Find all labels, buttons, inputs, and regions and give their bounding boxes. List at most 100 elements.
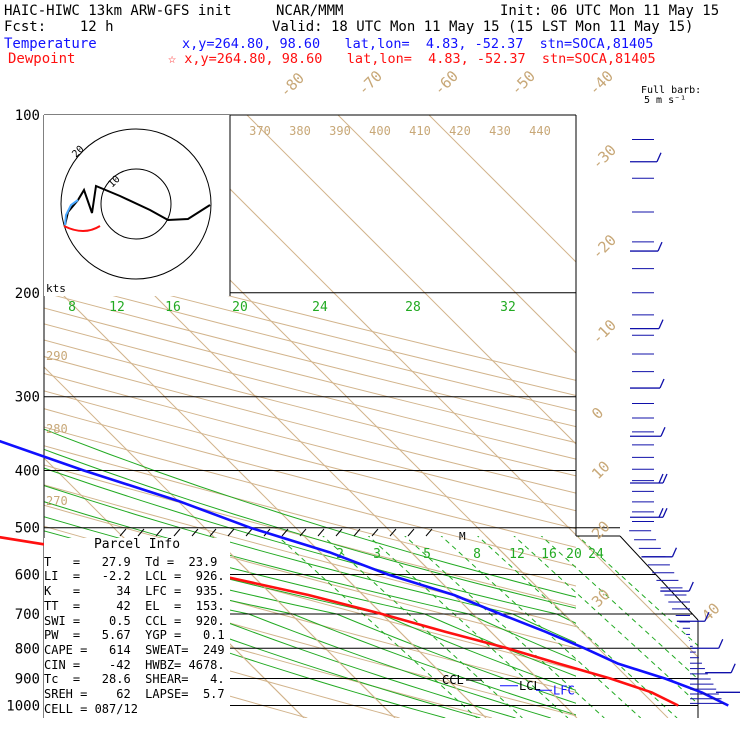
- parcel-info-row: PW = 5.67 YGP = 0.1: [44, 628, 225, 643]
- potential-temperature-label: 420: [449, 124, 471, 138]
- isotherm-line: [568, 536, 698, 718]
- wind-barb-flag: [718, 638, 724, 649]
- dry-adiabat-line: [44, 464, 576, 607]
- wind-barb-flag: [656, 152, 662, 163]
- isotherm-label: 20: [588, 517, 614, 543]
- lfc-label: LFC: [553, 683, 575, 697]
- isotherm-line: [386, 536, 578, 718]
- temperature-legend: Temperature: [4, 36, 97, 52]
- mixing-ratio-line: [431, 536, 642, 718]
- temperature-profile: [0, 439, 729, 707]
- mixing-ratio-label: 12: [509, 547, 525, 562]
- wind-barb-flag: [662, 508, 668, 518]
- potential-temperature-label: 430: [489, 124, 511, 138]
- wind-barb-flag: [658, 319, 664, 329]
- lcl-label: LCL: [519, 679, 541, 693]
- pressure-tick-label: 400: [15, 464, 40, 480]
- isotherm-line: [246, 115, 576, 445]
- dry-adiabat-line: [44, 292, 576, 428]
- mixing-ratio-line: [504, 536, 698, 718]
- moist-adiabat-line: [44, 467, 576, 624]
- mixing-ratio-label: 2: [336, 547, 344, 562]
- moist-adiabat-line: [44, 516, 576, 677]
- dewpoint-location: ☆ x,y=264.80, 98.60 lat,lon= 4.83, -52.3…: [168, 51, 656, 67]
- hodograph-trace-surface: [63, 225, 101, 232]
- parcel-info-row: CAPE = 614 SWEAT= 249: [44, 642, 225, 657]
- pressure-tick-label: 100: [15, 108, 40, 124]
- mixing-ratio-line: [568, 536, 698, 718]
- dry-adiabat-line: [44, 247, 576, 381]
- wind-barb-flag: [704, 611, 710, 622]
- parcel-info-row: SREH = 62 LAPSE= 5.7: [44, 687, 225, 702]
- hatch-mark: [227, 528, 235, 537]
- parcel-info-row: CELL = 087/12: [44, 701, 138, 716]
- pressure-tick-label: 700: [15, 607, 40, 623]
- ccl-label: CCL: [442, 673, 464, 687]
- temperature-location: x,y=264.80, 98.60 lat,lon= 4.83, -52.37 …: [182, 36, 654, 52]
- potential-temperature-label: 400: [369, 124, 391, 138]
- hatch-mark: [317, 528, 325, 537]
- barb-legend-line1: Full barb:: [641, 85, 702, 96]
- hodograph-background: [44, 115, 230, 296]
- moist-adiabat-line: [44, 501, 576, 661]
- pressure-tick-label: 300: [15, 390, 40, 406]
- dry-adiabat-line: [44, 307, 576, 444]
- dry-adiabat-line: [44, 323, 576, 460]
- source-label: NCAR/MMM: [276, 3, 344, 19]
- wind-barb-flag: [660, 427, 666, 437]
- hodograph-trace-low: [64, 199, 79, 226]
- wind-barb-flag: [657, 241, 663, 252]
- isotherm-label: -50: [507, 67, 539, 99]
- moist-adiabat-label: 8: [68, 300, 76, 315]
- skewed-boundary: [619, 535, 699, 621]
- potential-temperature-label: 410: [409, 124, 431, 138]
- melting-level-label: M: [459, 530, 466, 543]
- parcel-info-row: T = 27.9 Td = 23.9: [44, 554, 218, 569]
- forecast-hour: Fcst: 12 h: [4, 19, 114, 35]
- pressure-tick-label: 200: [15, 286, 40, 302]
- hatch-mark: [371, 528, 379, 537]
- dry-adiabat-line: [44, 276, 576, 412]
- moist-adiabat-label: 32: [500, 300, 516, 315]
- dry-adiabat-label: 290: [46, 349, 68, 363]
- isotherm-label: 10: [588, 457, 614, 483]
- parcel-info-row: Tc = 28.6 SHEAR= 4.: [44, 672, 225, 687]
- init-time: Init: 06 UTC Mon 11 May 15: [500, 3, 720, 19]
- parcel-info-title: Parcel Info: [93, 537, 181, 552]
- dry-adiabat-line: [44, 262, 576, 396]
- parcel-info-panel: Parcel Info T = 27.9 Td = 23.9 LI = -2.2 …: [44, 537, 230, 728]
- isotherm-label: 0: [588, 404, 607, 423]
- potential-temperature-label: 390: [329, 124, 351, 138]
- dry-adiabat-line: [0, 115, 31, 718]
- hatch-mark: [407, 528, 415, 537]
- dry-adiabat-line: [44, 504, 576, 649]
- wind-barb-flag: [658, 508, 664, 518]
- moist-adiabat-label: 12: [109, 300, 125, 315]
- wind-barb-flag: [659, 378, 665, 389]
- mixing-ratio-label: 16: [541, 547, 557, 562]
- hatch-mark: [389, 528, 397, 537]
- isotherm-label: -80: [276, 69, 308, 101]
- isotherm-line: [428, 115, 576, 263]
- hodograph-units: kts: [46, 282, 66, 295]
- hodograph-ring-10: [100, 168, 172, 240]
- dry-adiabat-line: [44, 569, 576, 717]
- mixing-ratio-label: 5: [423, 547, 431, 562]
- wind-barb-flag: [658, 473, 664, 484]
- model-title: HAIC-HIWC 13km ARW-GFS init: [4, 3, 232, 19]
- hatch-mark: [155, 528, 163, 537]
- isotherm-line: [337, 115, 576, 354]
- mixing-ratio-label: 8: [473, 547, 481, 562]
- parcel-info-row: TT = 42 EL = 153.: [44, 598, 225, 613]
- hatch-mark: [191, 528, 199, 537]
- mixing-ratio-line: [468, 536, 678, 718]
- mixing-ratio-line: [395, 536, 605, 718]
- moist-adiabat-line: [44, 588, 481, 718]
- dry-adiabat-line: [44, 426, 576, 567]
- parcel-info-row: K = 34 LFC = 935.: [44, 584, 225, 599]
- moist-adiabat-line: [44, 598, 446, 718]
- hatch-mark: [353, 528, 361, 537]
- moist-adiabat-label: 16: [165, 300, 181, 315]
